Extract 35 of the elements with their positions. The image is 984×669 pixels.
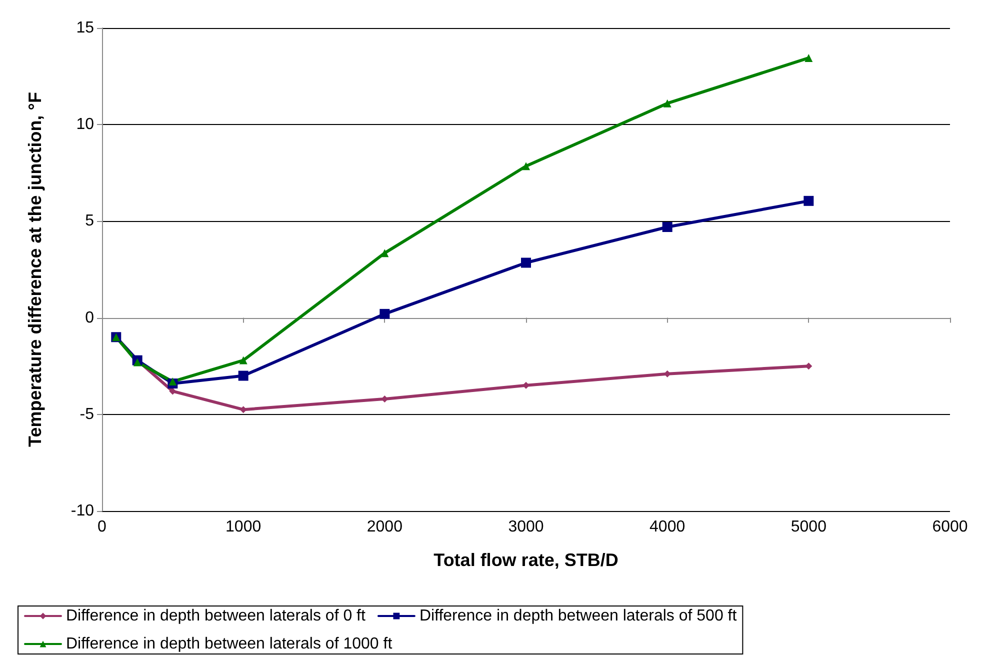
point [663, 99, 672, 108]
y-tick-label: -10 [70, 502, 94, 520]
point [380, 308, 390, 319]
legend-label: Difference in depth between laterals of 500 ft [419, 608, 738, 624]
point [804, 54, 813, 62]
point [238, 370, 248, 381]
x-tick-label: 5000 [790, 518, 827, 536]
point [239, 356, 248, 364]
x-tick-label: 1000 [226, 518, 262, 536]
x-tick-label: 6000 [932, 518, 968, 536]
legend-label: Difference in depth between laterals of 1000 ft [66, 636, 393, 652]
point [168, 378, 177, 386]
point [380, 249, 389, 258]
legend-label: Difference in depth between laterals of 0 ft [66, 608, 366, 624]
y-axis-title: Temperature difference at the junction, °F [25, 92, 45, 447]
x-tick-label: 2000 [366, 518, 403, 536]
point [805, 362, 812, 370]
x-tick-label: 3000 [508, 518, 544, 536]
y-tick-label: -5 [80, 406, 94, 423]
y-tick-label: 15 [76, 20, 94, 36]
point [662, 222, 672, 232]
y-tick-label: 5 [85, 212, 94, 230]
x-tick-label: 0 [98, 518, 107, 536]
point [522, 382, 530, 389]
point [169, 388, 176, 395]
point [521, 258, 531, 268]
y-tick-label: 10 [76, 116, 94, 134]
point [664, 370, 671, 378]
x-tick-label: 4000 [650, 518, 686, 536]
point [804, 196, 814, 206]
x-axis-title: Total flow rate, STB/D [434, 550, 618, 570]
point [522, 162, 530, 170]
point [133, 358, 142, 366]
point [240, 406, 247, 414]
y-tick-label: 0 [85, 309, 94, 326]
